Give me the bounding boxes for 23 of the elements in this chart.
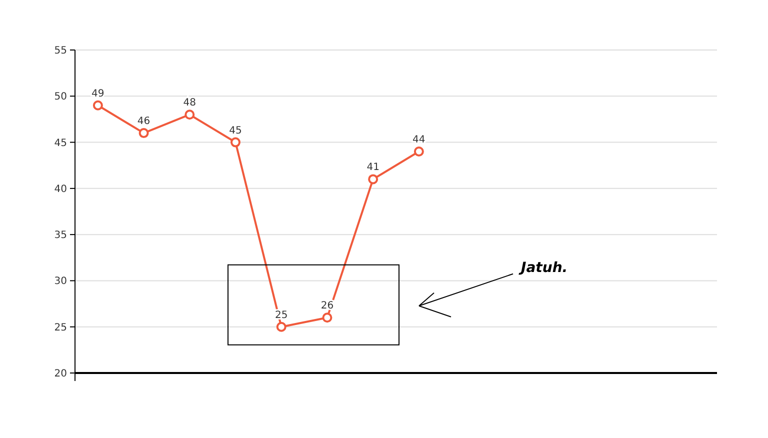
y-tick-label: 45 [54, 138, 67, 149]
point [368, 174, 378, 184]
y-tick-label: 25 [54, 322, 67, 334]
point [92, 100, 103, 110]
point [230, 137, 240, 148]
data-label: 49 [92, 88, 104, 100]
y-tick-label: 30 [54, 276, 67, 288]
point [184, 110, 195, 120]
y-tick-label: 55 [54, 46, 67, 56]
y-tick-label: 20 [54, 368, 67, 380]
point [322, 312, 332, 323]
y-tick-label: 40 [54, 184, 67, 195]
data-label: 48 [183, 98, 196, 109]
data-label: 45 [229, 125, 242, 136]
data-label: 44 [412, 134, 426, 146]
annotation: Jatuh. [518, 260, 568, 276]
data-label: 46 [137, 116, 150, 128]
point [138, 128, 149, 138]
y-tick-label: 50 [54, 92, 67, 103]
point [276, 322, 286, 332]
point [414, 146, 424, 157]
y-tick-label: 35 [54, 230, 67, 242]
data-label: 41 [366, 162, 380, 174]
